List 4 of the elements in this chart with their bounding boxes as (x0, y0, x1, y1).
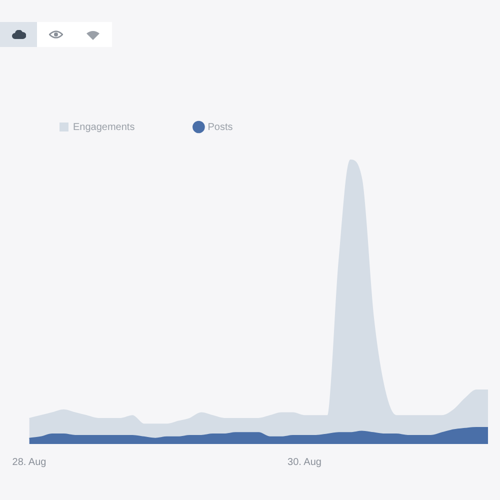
x-tick-label: 30. Aug (288, 456, 322, 468)
legend-label: Engagements (73, 122, 135, 133)
legend-label: Posts (208, 122, 233, 133)
x-tick-label: 28. Aug (12, 456, 46, 468)
